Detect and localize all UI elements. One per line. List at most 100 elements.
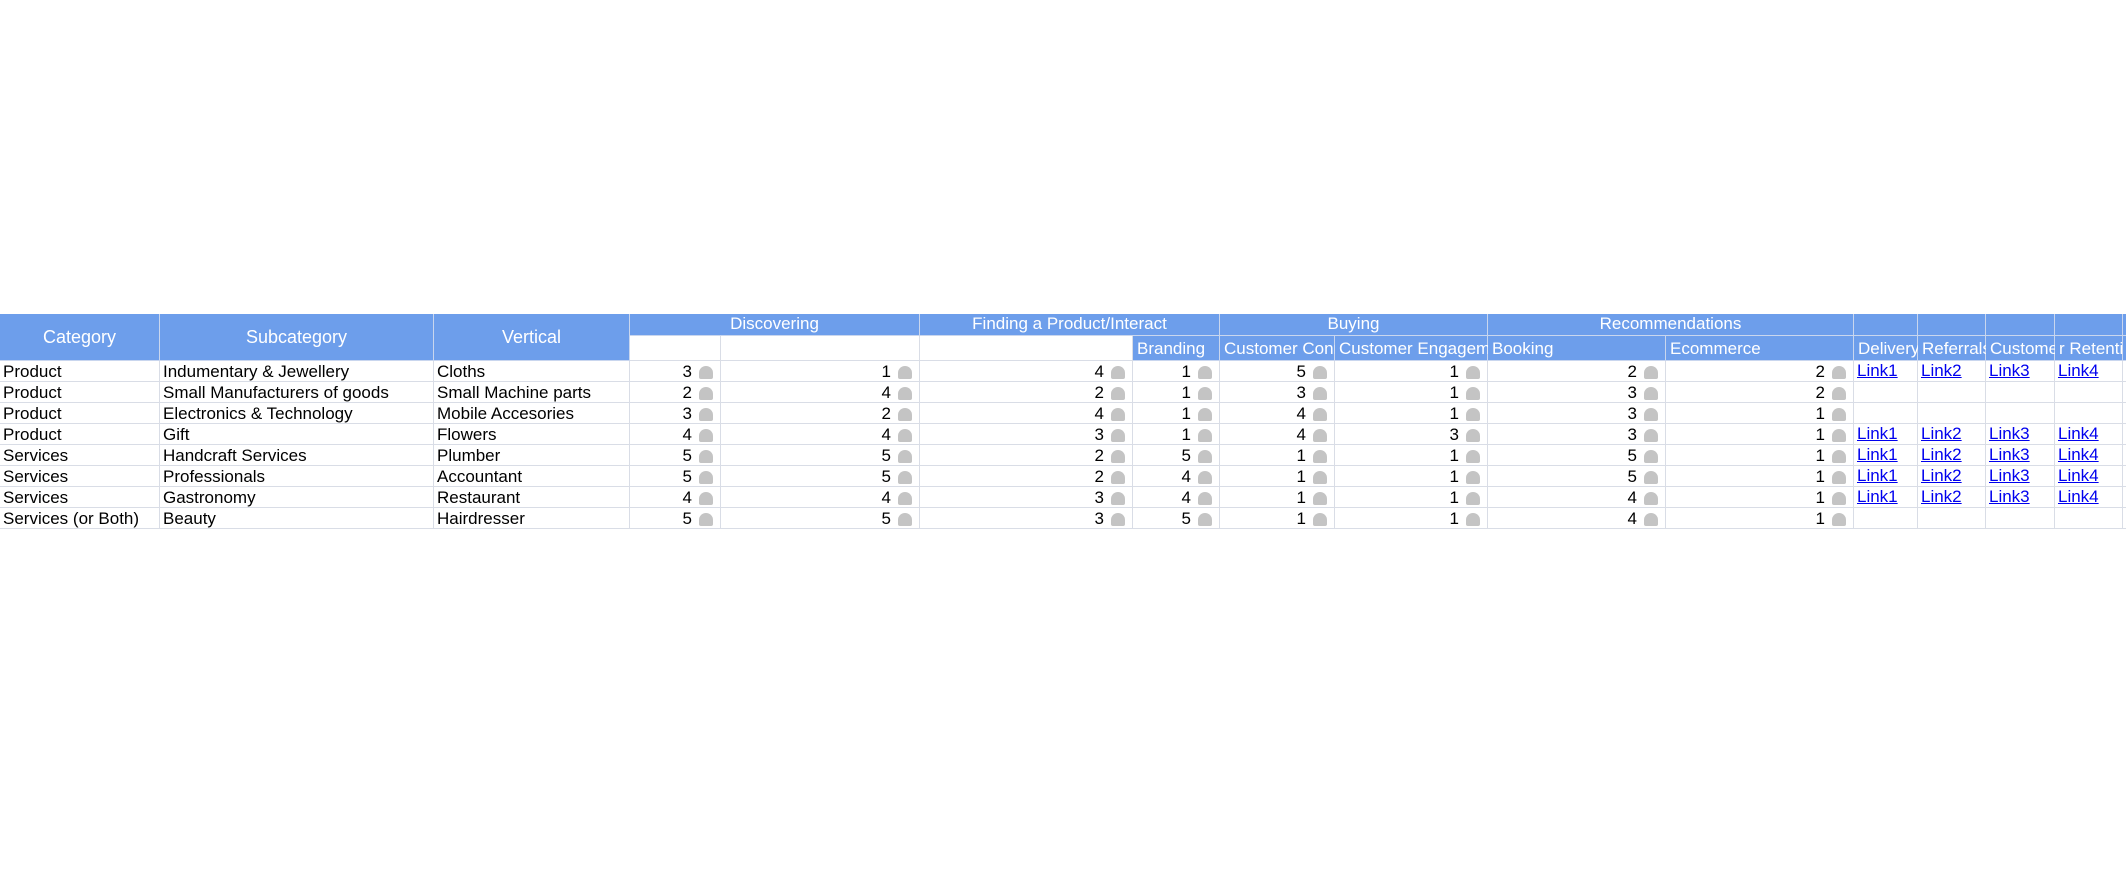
rating-icon[interactable] — [1466, 386, 1480, 400]
header-cell[interactable] — [1986, 314, 2055, 336]
header-delivery[interactable]: Delivery — [1854, 336, 1919, 361]
subcategory-cell[interactable]: Beauty — [160, 508, 434, 529]
retention-link[interactable]: Link4 — [2058, 445, 2099, 464]
referrals-link-cell[interactable]: Link2 — [1918, 466, 1986, 487]
category-cell[interactable]: Product — [0, 424, 160, 445]
ecommerce-score-cell[interactable]: 1 — [1666, 466, 1854, 487]
rating-icon[interactable] — [898, 449, 912, 463]
empty-cell[interactable] — [2123, 445, 2126, 466]
discovering-score-2-cell[interactable]: 2 — [721, 403, 920, 424]
rating-icon[interactable] — [699, 470, 713, 484]
rating-icon[interactable] — [1832, 449, 1846, 463]
rating-icon[interactable] — [1198, 428, 1212, 442]
customer-engagement-score-cell[interactable]: 1 — [1335, 382, 1488, 403]
referrals-link-cell[interactable]: Link2 — [1918, 361, 1986, 382]
retention-link[interactable]: Link4 — [2058, 487, 2099, 506]
booking-score-cell[interactable]: 5 — [1488, 466, 1666, 487]
category-cell[interactable]: Product — [0, 361, 160, 382]
rating-icon[interactable] — [1466, 449, 1480, 463]
header-cell-blank[interactable] — [920, 336, 1133, 361]
rating-icon[interactable] — [1644, 512, 1658, 526]
empty-cell[interactable] — [2123, 382, 2126, 403]
rating-icon[interactable] — [1313, 449, 1327, 463]
rating-icon[interactable] — [1313, 407, 1327, 421]
finding-score-cell[interactable]: 4 — [920, 403, 1133, 424]
rating-icon[interactable] — [1644, 428, 1658, 442]
customer-engagement-score-cell[interactable]: 1 — [1335, 508, 1488, 529]
rating-icon[interactable] — [898, 407, 912, 421]
referrals-link[interactable] — [1918, 507, 1921, 527]
delivery-link[interactable]: Link1 — [1857, 424, 1898, 443]
rating-icon[interactable] — [1832, 407, 1846, 421]
discovering-score-1-cell[interactable]: 4 — [630, 424, 721, 445]
empty-cell[interactable] — [2123, 424, 2126, 445]
booking-score-cell[interactable]: 3 — [1488, 403, 1666, 424]
header-cell[interactable] — [1854, 314, 1918, 336]
header-subcategory[interactable]: Subcategory — [160, 314, 434, 361]
delivery-link[interactable]: Link1 — [1857, 466, 1898, 485]
rating-icon[interactable] — [1198, 407, 1212, 421]
customer-connection-score-cell[interactable]: 1 — [1220, 466, 1335, 487]
discovering-score-1-cell[interactable]: 4 — [630, 487, 721, 508]
ecommerce-score-cell[interactable]: 1 — [1666, 445, 1854, 466]
vertical-cell[interactable]: Accountant — [434, 466, 630, 487]
customer-link-cell[interactable] — [1986, 403, 2055, 424]
ecommerce-score-cell[interactable]: 1 — [1666, 508, 1854, 529]
customer-engagement-score-cell[interactable]: 1 — [1335, 403, 1488, 424]
referrals-link-cell[interactable] — [1918, 382, 1986, 403]
referrals-link-cell[interactable]: Link2 — [1918, 445, 1986, 466]
branding-score-cell[interactable]: 1 — [1133, 403, 1220, 424]
booking-score-cell[interactable]: 4 — [1488, 508, 1666, 529]
customer-connection-score-cell[interactable]: 3 — [1220, 382, 1335, 403]
category-cell[interactable]: Services (or Both) — [0, 508, 160, 529]
customer-connection-score-cell[interactable]: 5 — [1220, 361, 1335, 382]
rating-icon[interactable] — [1832, 512, 1846, 526]
referrals-link-cell[interactable] — [1918, 508, 1986, 529]
customer-link[interactable]: Link3 — [1989, 424, 2030, 443]
discovering-score-2-cell[interactable]: 4 — [721, 424, 920, 445]
customer-link-cell[interactable]: Link3 — [1986, 487, 2055, 508]
header-referrals[interactable]: Referrals — [1918, 336, 1991, 361]
rating-icon[interactable] — [1111, 512, 1125, 526]
customer-link[interactable]: Link3 — [1989, 445, 2030, 464]
header-booking[interactable]: Booking — [1488, 336, 1666, 361]
rating-icon[interactable] — [1198, 470, 1212, 484]
subcategory-cell[interactable]: Handcraft Services — [160, 445, 434, 466]
customer-link-cell[interactable] — [1986, 508, 2055, 529]
rating-icon[interactable] — [1111, 407, 1125, 421]
rating-icon[interactable] — [1198, 491, 1212, 505]
rating-icon[interactable] — [1313, 365, 1327, 379]
branding-score-cell[interactable]: 4 — [1133, 487, 1220, 508]
referrals-link[interactable] — [1918, 381, 1921, 401]
customer-link[interactable]: Link3 — [1989, 466, 2030, 485]
booking-score-cell[interactable]: 3 — [1488, 424, 1666, 445]
delivery-link-cell[interactable]: Link1 — [1854, 487, 1918, 508]
rating-icon[interactable] — [1111, 470, 1125, 484]
rating-icon[interactable] — [898, 428, 912, 442]
ecommerce-score-cell[interactable]: 1 — [1666, 487, 1854, 508]
customer-link[interactable] — [1986, 381, 1989, 401]
subcategory-cell[interactable]: Gift — [160, 424, 434, 445]
finding-score-cell[interactable]: 3 — [920, 487, 1133, 508]
rating-icon[interactable] — [1111, 365, 1125, 379]
retention-link-cell[interactable] — [2055, 382, 2123, 403]
rating-icon[interactable] — [1644, 470, 1658, 484]
rating-icon[interactable] — [699, 407, 713, 421]
booking-score-cell[interactable]: 4 — [1488, 487, 1666, 508]
customer-connection-score-cell[interactable]: 4 — [1220, 403, 1335, 424]
rating-icon[interactable] — [1198, 386, 1212, 400]
vertical-cell[interactable]: Plumber — [434, 445, 630, 466]
retention-link[interactable]: Link4 — [2058, 361, 2099, 380]
delivery-link-cell[interactable] — [1854, 382, 1918, 403]
header-customer-engagement[interactable]: Customer Engagement — [1335, 336, 1514, 361]
vertical-cell[interactable]: Cloths — [434, 361, 630, 382]
delivery-link-cell[interactable]: Link1 — [1854, 466, 1918, 487]
branding-score-cell[interactable]: 5 — [1133, 508, 1220, 529]
subcategory-cell[interactable]: Gastronomy — [160, 487, 434, 508]
ecommerce-score-cell[interactable]: 1 — [1666, 403, 1854, 424]
rating-icon[interactable] — [1198, 449, 1212, 463]
booking-score-cell[interactable]: 5 — [1488, 445, 1666, 466]
rating-icon[interactable] — [699, 449, 713, 463]
header-cell-blank[interactable] — [630, 336, 721, 361]
finding-score-cell[interactable]: 2 — [920, 466, 1133, 487]
